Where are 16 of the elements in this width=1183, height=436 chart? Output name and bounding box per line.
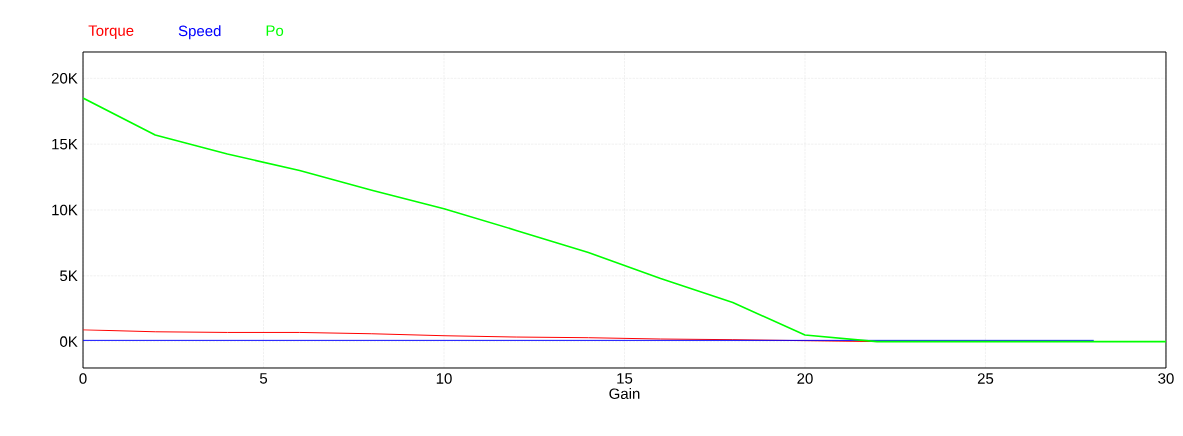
x-tick-label: 10 (436, 373, 452, 384)
text: Speed (178, 25, 221, 40)
x-tick-label: 5 (259, 373, 268, 384)
x-tick-label: 15 (617, 373, 633, 384)
text: Torque (88, 25, 134, 39)
y-tick-label: 15K (52, 138, 78, 150)
text: Po (266, 25, 284, 36)
y-tick-label: 0K (60, 336, 78, 347)
y-tick-label: 20K (51, 73, 78, 84)
x-tick-label: 20 (797, 373, 813, 384)
x-tick-label: 0 (79, 373, 87, 384)
y-tick-label: 10K (52, 204, 78, 216)
x-tick-label: 30 (1158, 373, 1174, 384)
x-axis-title: Gain (609, 388, 640, 400)
y-tick-label: 5K (60, 270, 78, 282)
x-tick-label: 25 (977, 373, 994, 384)
